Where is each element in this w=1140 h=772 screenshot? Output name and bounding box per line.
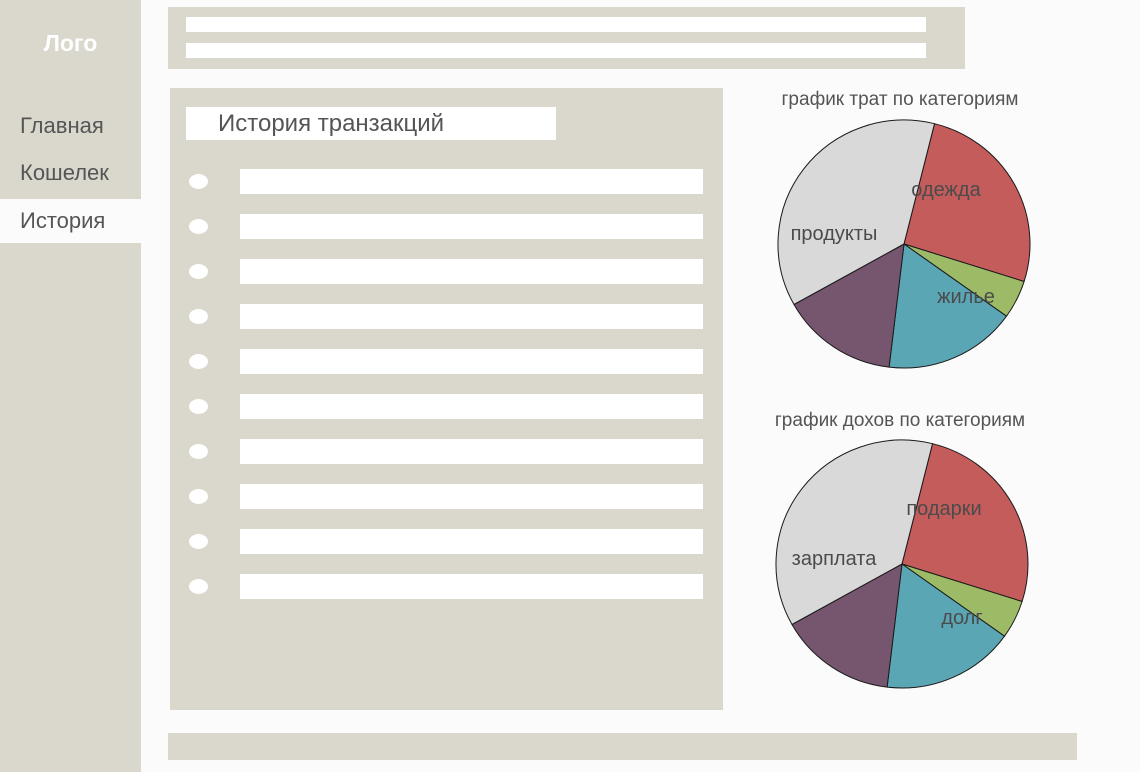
nav-item-history[interactable]: История <box>0 199 141 243</box>
transaction-row-bar <box>240 439 703 464</box>
pie-slice <box>791 563 903 688</box>
nav-item-home[interactable]: Главная <box>20 113 104 138</box>
transaction-row[interactable] <box>170 214 723 239</box>
transaction-row-bar <box>240 304 703 329</box>
sidebar: Лого Главная Кошелек История <box>0 0 141 772</box>
pie-slice <box>775 439 934 626</box>
pie-slice <box>777 119 936 306</box>
transaction-history-panel: История транзакций <box>170 88 723 710</box>
bullet-icon <box>189 354 208 369</box>
transaction-row[interactable] <box>170 484 723 509</box>
slice-label: зарплата <box>792 548 878 570</box>
bullet-icon <box>189 219 208 234</box>
transaction-row[interactable] <box>170 439 723 464</box>
transaction-row-bar <box>240 349 703 374</box>
slice-label: подарки <box>906 498 981 520</box>
header-placeholder-bar <box>186 43 926 58</box>
bullet-icon <box>189 174 208 189</box>
bullet-icon <box>189 264 208 279</box>
pie-slice <box>901 443 1029 603</box>
pie-slice <box>888 243 1008 369</box>
bullet-icon <box>189 399 208 414</box>
transaction-row[interactable] <box>170 304 723 329</box>
transaction-row[interactable] <box>170 574 723 599</box>
logo[interactable]: Лого <box>43 30 98 56</box>
income-pie-chart: подарки долг зарплата <box>775 439 1029 689</box>
slice-label: долг <box>941 607 982 629</box>
transaction-row-bar <box>240 529 703 554</box>
transaction-row-bar <box>240 169 703 194</box>
pie-slice <box>903 123 1031 283</box>
footer-bar <box>168 733 1077 760</box>
transaction-row[interactable] <box>170 259 723 284</box>
header-placeholder-bar <box>186 17 926 32</box>
bullet-icon <box>189 309 208 324</box>
expenses-pie-chart: одежда жилье продукты <box>777 119 1031 369</box>
transaction-row-bar <box>240 214 703 239</box>
bullet-icon <box>189 489 208 504</box>
transaction-row-bar <box>240 259 703 284</box>
transaction-row[interactable] <box>170 349 723 374</box>
bullet-icon <box>189 534 208 549</box>
transaction-row[interactable] <box>170 529 723 554</box>
slice-label: жилье <box>937 286 995 308</box>
slice-label: одежда <box>911 179 981 201</box>
pie-slice <box>793 243 905 368</box>
income-chart-title: график дохов по категориям <box>774 410 1026 431</box>
transaction-row[interactable] <box>170 169 723 194</box>
transaction-row-bar <box>240 484 703 509</box>
transaction-row[interactable] <box>170 394 723 419</box>
expenses-chart-title: график трат по категориям <box>781 89 1019 110</box>
transaction-row-bar <box>240 394 703 419</box>
transaction-row-bar <box>240 574 703 599</box>
bullet-icon <box>189 579 208 594</box>
header <box>168 7 965 69</box>
slice-label: продукты <box>791 223 878 245</box>
bullet-icon <box>189 444 208 459</box>
history-title: История транзакций <box>186 107 556 140</box>
pie-slice <box>886 563 1006 689</box>
nav-item-wallet[interactable]: Кошелек <box>20 160 109 185</box>
